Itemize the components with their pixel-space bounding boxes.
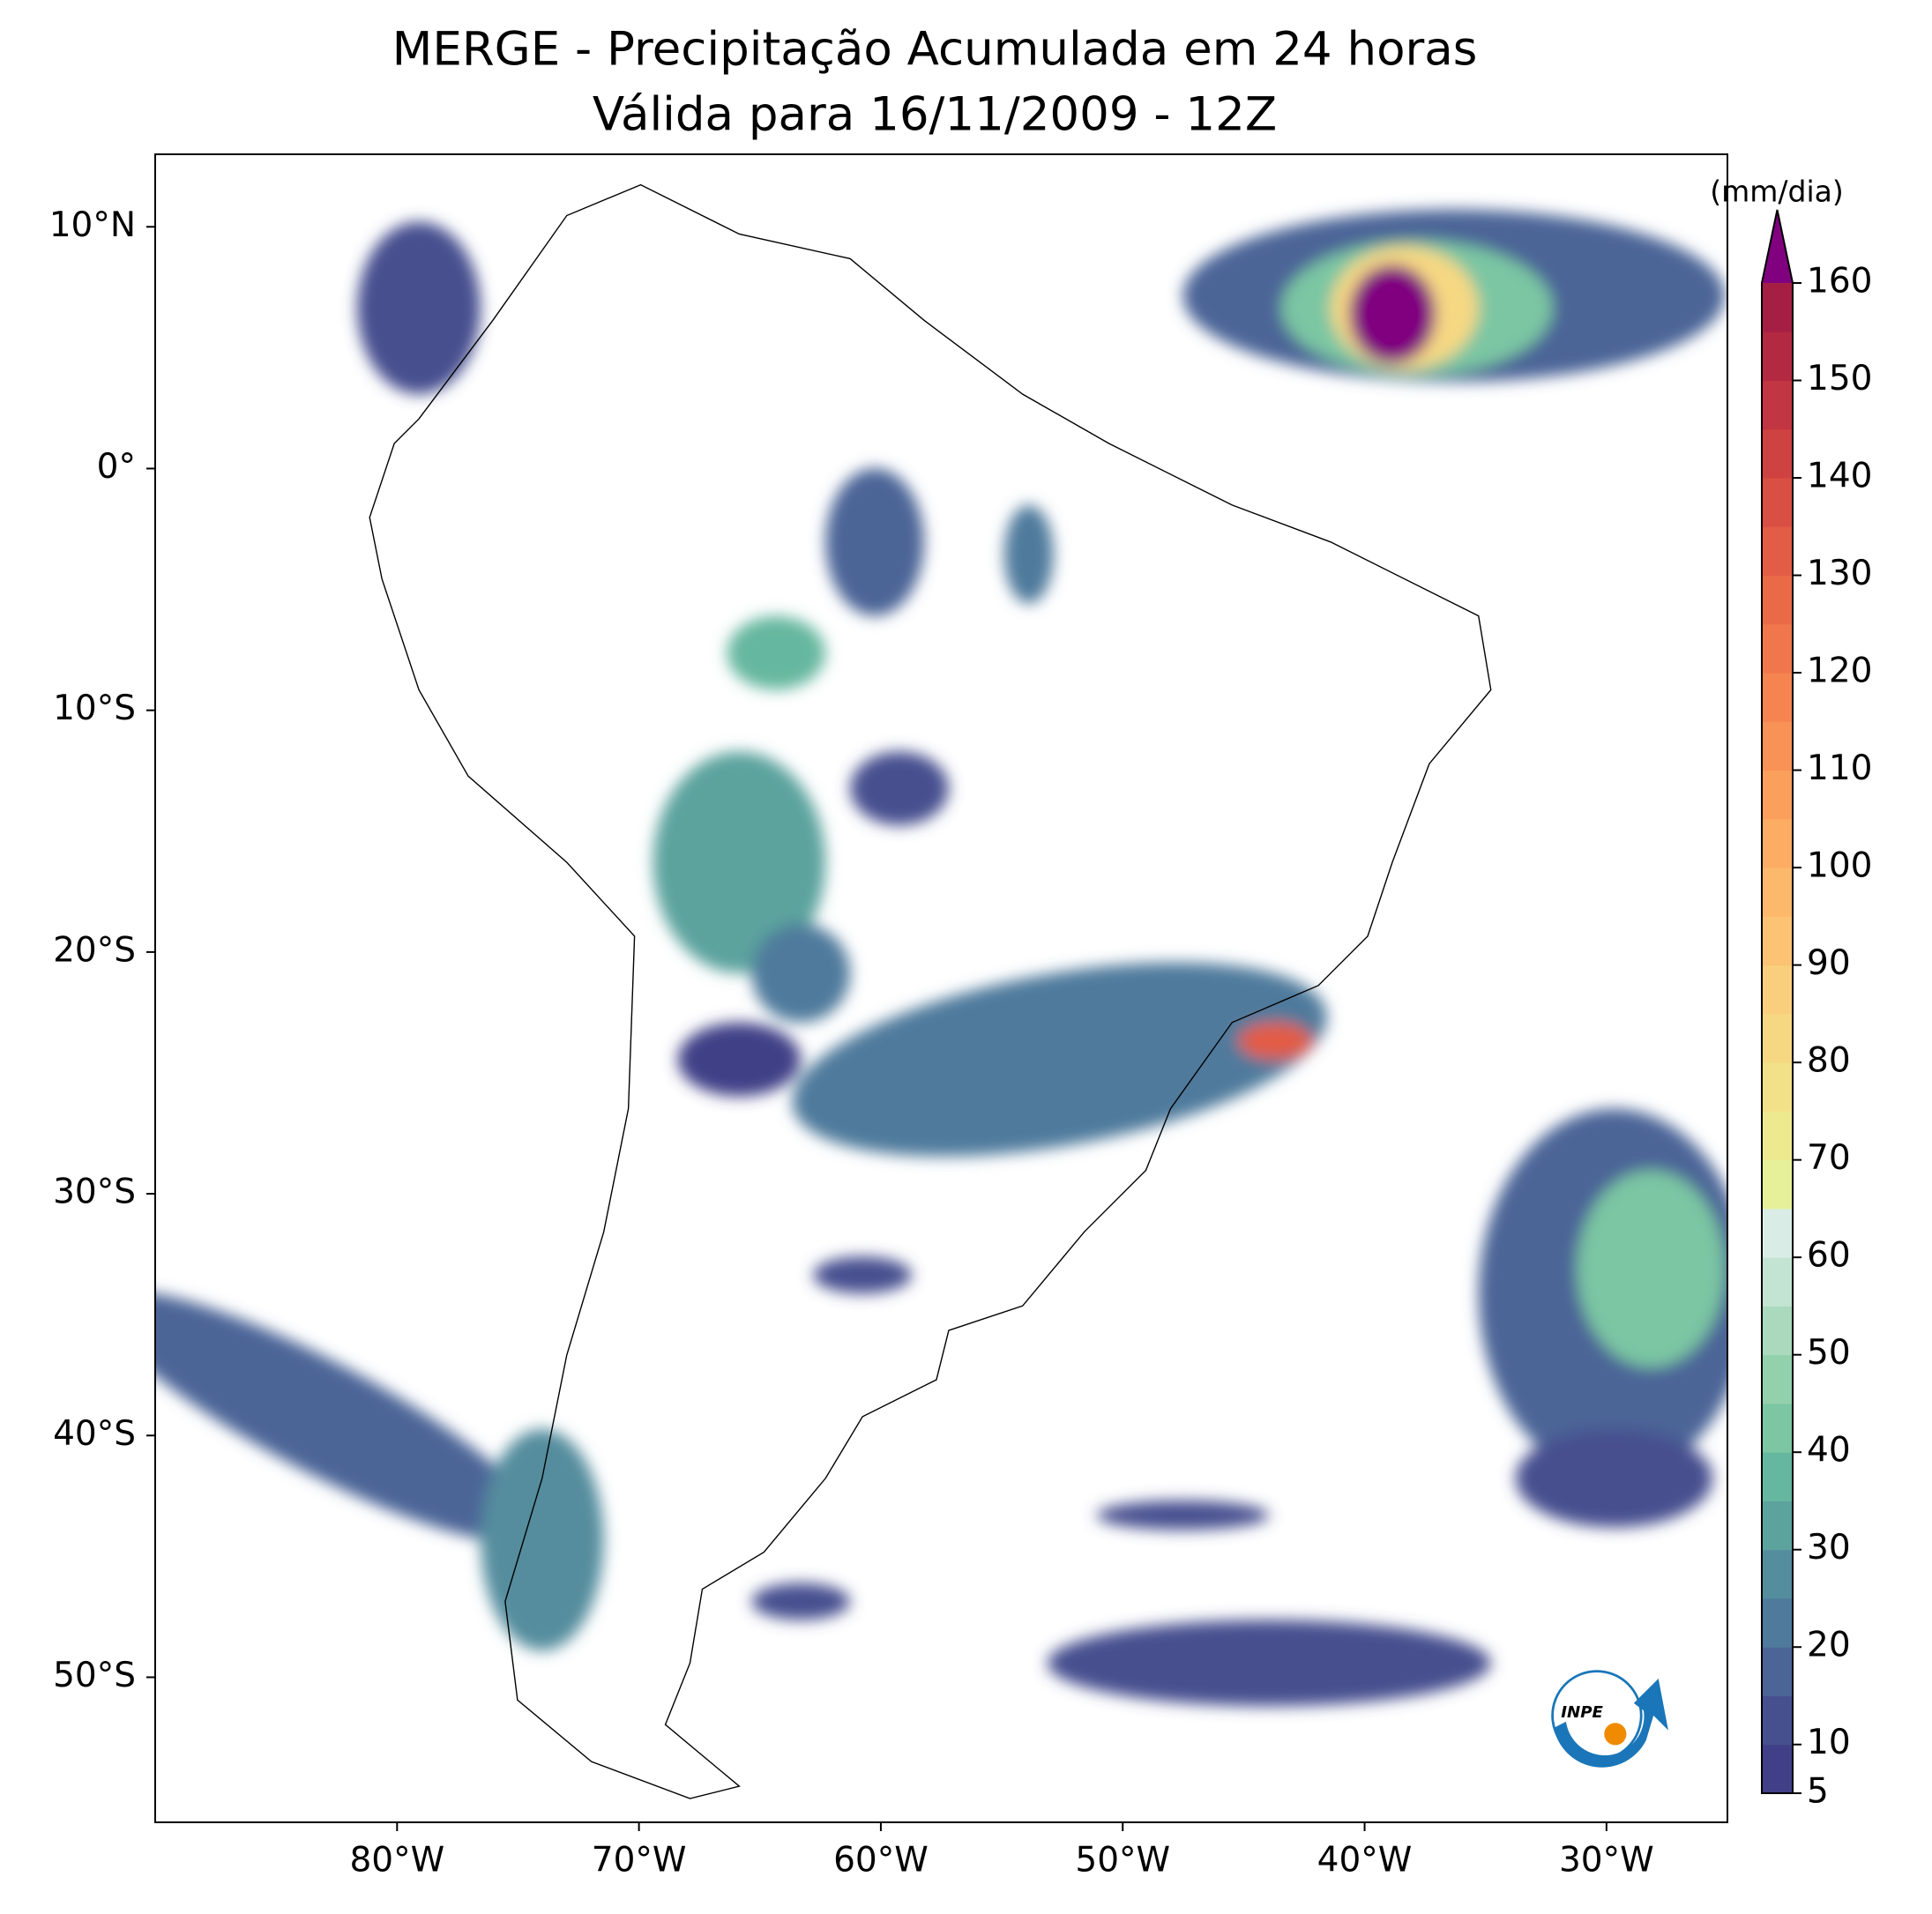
colorbar-band	[1762, 478, 1793, 527]
colorbar-band	[1762, 380, 1793, 430]
colorbar-extend	[1762, 210, 1793, 283]
colorbar-band	[1762, 283, 1793, 332]
title: MERGE - Precipitação Acumulada em 24 hor…	[392, 23, 1478, 77]
colorbar-band	[1762, 673, 1793, 722]
y-tick-label: 10°N	[49, 205, 136, 245]
x-tick-label: 80°W	[349, 1841, 444, 1880]
colorbar-tick-label: 5	[1807, 1772, 1829, 1812]
colorbar-band	[1762, 1111, 1793, 1161]
colorbar-band	[1762, 964, 1793, 1015]
colorbar-tick-label: 110	[1807, 748, 1872, 788]
colorbar-band	[1762, 1013, 1793, 1063]
coastline	[369, 183, 1492, 1799]
colorbar-band	[1762, 1744, 1793, 1794]
x-tick-label: 70°W	[592, 1841, 687, 1880]
colorbar-band	[1762, 623, 1793, 674]
colorbar-band	[1762, 1306, 1793, 1356]
colorbar-tick-label: 90	[1807, 943, 1851, 983]
colorbar-band	[1762, 1647, 1793, 1696]
colorbar-band	[1762, 1695, 1793, 1746]
y-tick-label: 50°S	[53, 1656, 136, 1695]
map-area	[155, 183, 1727, 1799]
colorbar-band	[1762, 1452, 1793, 1501]
x-tick-label: 30°W	[1559, 1841, 1654, 1880]
colorbar-band	[1762, 575, 1793, 625]
colorbar-tick-label: 100	[1807, 846, 1872, 886]
x-tick-label: 50°W	[1075, 1841, 1170, 1880]
colorbar-tick-label: 120	[1807, 652, 1872, 691]
x-tick-label: 40°W	[1317, 1841, 1413, 1880]
colorbar-label: (mm/dia)	[1710, 175, 1844, 209]
colorbar-band	[1762, 818, 1793, 868]
colorbar-band	[1762, 868, 1793, 917]
colorbar-band	[1762, 916, 1793, 966]
precipitation-field	[155, 209, 1727, 1707]
colorbar-band	[1762, 1403, 1793, 1453]
colorbar-band	[1762, 1159, 1793, 1210]
colorbar-band	[1762, 428, 1793, 479]
y-tick-label: 0°	[97, 447, 136, 487]
logo-text: INPE	[1561, 1703, 1603, 1722]
colorbar-tick-label: 10	[1807, 1723, 1851, 1762]
plot-frame	[154, 153, 1728, 1823]
colorbar-tick-label: 50	[1807, 1333, 1851, 1373]
colorbar-tick-label: 160	[1807, 262, 1872, 302]
colorbar-band	[1762, 1549, 1793, 1599]
y-tick-label: 10°S	[53, 689, 136, 728]
colorbar-band	[1762, 1208, 1793, 1258]
y-tick-label: 40°S	[53, 1414, 136, 1454]
x-tick-label: 60°W	[833, 1841, 929, 1880]
colorbar-tick-label: 20	[1807, 1626, 1851, 1665]
y-tick-label: 20°S	[53, 930, 136, 970]
colorbar-tick-label: 140	[1807, 457, 1872, 496]
subtitle: Válida para 16/11/2009 - 12Z	[593, 88, 1277, 142]
colorbar-band	[1762, 526, 1793, 577]
y-tick-label: 30°S	[53, 1173, 136, 1212]
colorbar-tick-label: 70	[1807, 1138, 1851, 1178]
colorbar-tick-label: 30	[1807, 1528, 1851, 1568]
logo: INPE	[1551, 1670, 1668, 1768]
colorbar-band	[1762, 721, 1793, 771]
colorbar-tick-label: 60	[1807, 1236, 1851, 1276]
colorbar-frame	[1761, 209, 1794, 1794]
colorbar-tick-label: 40	[1807, 1431, 1851, 1471]
colorbar-tick-label: 80	[1807, 1041, 1851, 1081]
colorbar-tick-label: 130	[1807, 554, 1872, 593]
colorbar-band	[1762, 1062, 1793, 1112]
colorbar-band	[1762, 770, 1793, 820]
colorbar-band	[1762, 1257, 1793, 1307]
colorbar-band	[1762, 1354, 1793, 1404]
colorbar-band	[1762, 331, 1793, 382]
colorbar-band	[1762, 1597, 1793, 1648]
colorbar-tick-label: 150	[1807, 359, 1872, 398]
colorbar-band	[1762, 1501, 1793, 1551]
